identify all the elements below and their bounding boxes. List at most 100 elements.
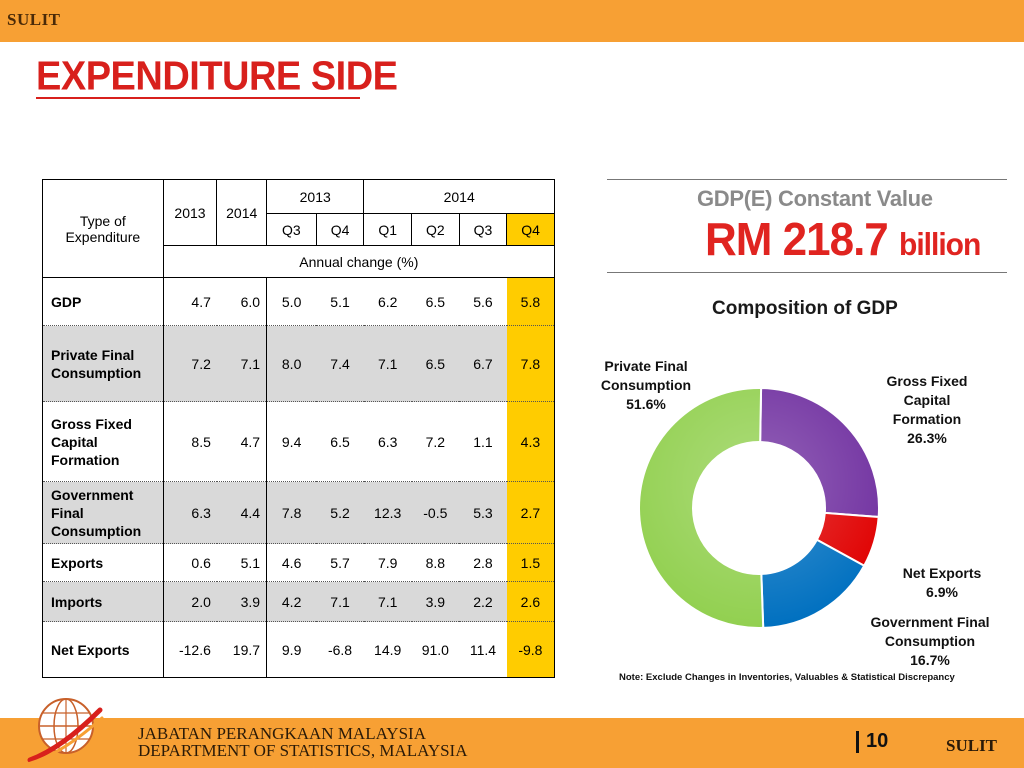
annual-value: 5.1	[216, 543, 267, 582]
slice-label-line: Formation	[892, 411, 962, 427]
quarter-year-header: 2014	[363, 179, 555, 214]
row-label-line: GDP	[51, 293, 82, 310]
annual-year-header: 2013	[162, 179, 218, 246]
slice-label-value: 16.7%	[910, 652, 950, 668]
quarter-value: 9.4	[266, 401, 317, 482]
quarter-value: 14.9	[363, 621, 412, 678]
row-label: Net Exports	[42, 621, 164, 678]
annual-value: 7.2	[163, 325, 217, 402]
quarter-value-highlight: 1.5	[506, 543, 555, 582]
bottom-banner	[0, 718, 1024, 768]
org-name-malay: JABATAN PERANGKAAN MALAYSIA	[138, 724, 426, 743]
row-label: Imports	[42, 581, 164, 622]
annual-value: 4.7	[163, 277, 217, 326]
quarter-value-highlight: 4.3	[506, 401, 555, 482]
quarter-value: 5.3	[459, 481, 507, 544]
slice-label-line: Consumption	[884, 633, 976, 649]
slice-label-line: Consumption	[600, 377, 692, 393]
quarter-value: 6.7	[459, 325, 507, 402]
quarter-header: Q3	[266, 213, 317, 246]
table-row: Gross Fixed Capital Formation 8.5 4.7 9.4 6.5 6…	[42, 401, 555, 482]
quarter-value: 8.0	[266, 325, 317, 402]
slice-label-line: Private Final	[604, 358, 688, 374]
slice-label-value: 26.3%	[907, 430, 947, 446]
quarter-value: 4.6	[266, 543, 317, 582]
page-number: 10	[856, 730, 888, 753]
quarter-value: 6.5	[316, 401, 364, 482]
annual-year-header: 2014	[216, 179, 268, 246]
quarter-value: 7.9	[363, 543, 412, 582]
annual-value: 7.1	[216, 325, 267, 402]
classification-label: SULIT	[7, 10, 61, 29]
gdp-value: RM 218.7 billion	[705, 214, 981, 267]
type-header-line2: Expenditure	[65, 228, 141, 245]
donut-hole	[694, 443, 824, 573]
row-label-line: Final	[51, 504, 84, 521]
slice-label-line: Capital	[903, 392, 951, 408]
quarter-value: 5.0	[266, 277, 317, 326]
quarter-value-highlight: -9.8	[506, 621, 555, 678]
classification-label-footer: SULIT	[946, 736, 998, 755]
row-label: Gross Fixed Capital Formation	[42, 401, 164, 482]
expenditure-table-container: Type of Expenditure 2013 2014 2013 2014 …	[42, 179, 556, 678]
slide-title: EXPENDITURE SIDE	[36, 54, 398, 100]
annual-value: 3.9	[216, 581, 267, 622]
table-row: Net Exports -12.6 19.7 9.9 -6.8 14.9 91.0 11.4-…	[42, 621, 555, 678]
quarter-header: Q1	[363, 213, 412, 246]
divider	[607, 179, 1007, 180]
row-label-line: Consumption	[51, 522, 142, 539]
table-row: Imports 2.0 3.9 4.2 7.1 7.1 3.9 2.2 2.6	[42, 581, 555, 622]
slice-label-line: Net Exports	[902, 565, 982, 581]
quarter-header: Q3	[458, 213, 508, 246]
top-banner: SULIT	[0, 0, 1024, 42]
quarter-value: 3.9	[411, 581, 460, 622]
expenditure-table: Type of Expenditure 2013 2014 2013 2014 …	[42, 179, 556, 678]
quarter-value: 7.1	[363, 581, 412, 622]
quarter-value: 5.7	[316, 543, 364, 582]
row-label-line: Exports	[51, 554, 104, 571]
slice-label-net-exports: Net Exports 6.9%	[890, 564, 994, 602]
quarter-value: 7.1	[363, 325, 412, 402]
quarter-value: 2.8	[459, 543, 507, 582]
quarter-value: 4.2	[266, 581, 317, 622]
quarter-value: 7.1	[316, 581, 364, 622]
quarter-value: 2.2	[459, 581, 507, 622]
divider	[607, 272, 1007, 273]
quarter-value: 6.5	[411, 277, 460, 326]
quarter-header: Q4	[315, 213, 365, 246]
annual-value: 4.4	[216, 481, 267, 544]
row-label: Private Final Consumption	[42, 325, 164, 402]
annual-value: 6.3	[163, 481, 217, 544]
chart-title: Composition of GDP	[712, 298, 898, 319]
quarter-value: 11.4	[459, 621, 507, 678]
department-logo-icon	[26, 698, 104, 766]
type-header: Type of Expenditure	[42, 179, 164, 278]
row-label-line: Capital	[51, 433, 98, 450]
slice-label-line: Gross Fixed	[886, 373, 968, 389]
quarter-value: 7.4	[316, 325, 364, 402]
row-label-line: Private Final	[51, 346, 135, 363]
quarter-value: -0.5	[411, 481, 460, 544]
quarter-value: 5.1	[316, 277, 364, 326]
quarter-value: -6.8	[316, 621, 364, 678]
quarter-value-highlight: 5.8	[506, 277, 555, 326]
slice-label-gfcf: Gross Fixed Capital Formation 26.3%	[872, 372, 982, 448]
quarter-header-highlight: Q4	[506, 213, 555, 246]
quarter-value-highlight: 2.6	[506, 581, 555, 622]
row-label: Government Final Consumption	[42, 481, 164, 544]
gdp-amount: RM 218.7	[705, 214, 889, 266]
row-label-line: Consumption	[51, 364, 142, 381]
quarter-value: 9.9	[266, 621, 317, 678]
org-name-english: DEPARTMENT OF STATISTICS, MALAYSIA	[138, 741, 468, 760]
row-label-line: Net Exports	[51, 641, 130, 658]
row-label-line: Imports	[51, 593, 103, 610]
annual-value: 8.5	[163, 401, 217, 482]
quarter-value: 5.6	[459, 277, 507, 326]
annual-value: -12.6	[163, 621, 217, 678]
annual-change-label: Annual change (%)	[162, 245, 556, 278]
gdp-unit: billion	[899, 227, 981, 263]
gdp-value-label: GDP(E) Constant Value	[697, 186, 933, 211]
annual-value: 2.0	[163, 581, 217, 622]
quarter-value: 5.2	[316, 481, 364, 544]
gdp-composition-donut	[638, 387, 880, 629]
